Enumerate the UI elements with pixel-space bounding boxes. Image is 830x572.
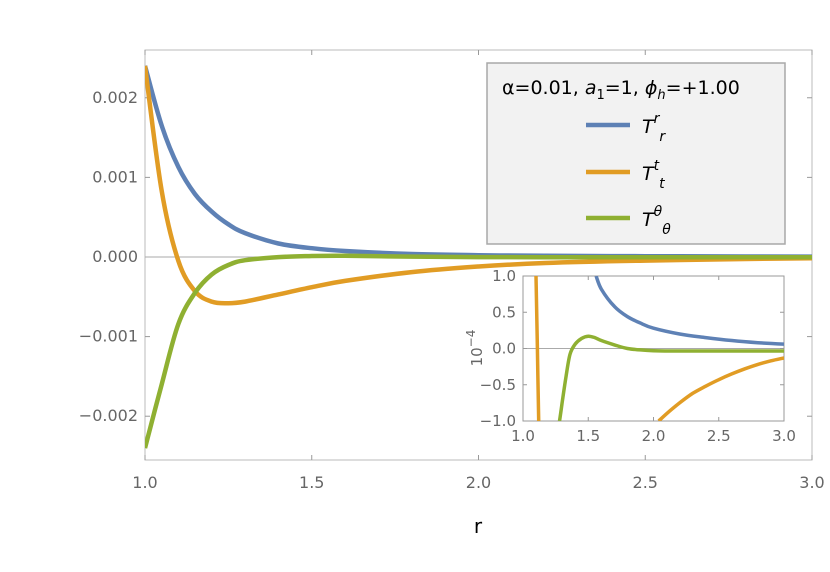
series-line-t-t-t-steep-branch	[534, 276, 541, 421]
x-tick-label: 2.5	[633, 473, 658, 492]
y-tick-label: −0.001	[79, 327, 138, 346]
x-tick-label: 2.0	[642, 427, 666, 445]
inset-series-group	[534, 276, 784, 421]
legend-label-t-t-t: Ttt	[642, 158, 665, 192]
series-line-t-r-r	[594, 276, 784, 346]
x-tick-label: 2.0	[466, 473, 491, 492]
series-line-t-t-t	[145, 65, 812, 306]
legend-label-t-r-r: Trr	[642, 111, 666, 145]
main-series-group	[145, 65, 812, 449]
legend-label-t: Tθθ	[642, 204, 671, 238]
x-tick-label: 2.5	[707, 427, 731, 445]
y-tick-label: 0.001	[92, 167, 138, 186]
y-tick-label: −0.5	[480, 376, 516, 394]
series-line-t-t-t	[657, 356, 784, 421]
series-line-t	[145, 253, 812, 449]
legend-box	[486, 62, 786, 245]
series-line-t	[557, 334, 784, 421]
inset-axis-ticks: 1.0 1.5 2.0 2.5 3.0 1.0 0.5 0.0 −0.5 −1.0	[480, 267, 796, 445]
x-tick-label: 1.0	[132, 473, 157, 492]
x-tick-label: 3.0	[799, 473, 824, 492]
y-tick-label: 0.0	[492, 340, 516, 358]
legend-header: α=0.01, a1=1, ϕh=+1.00	[502, 77, 740, 103]
y-tick-label: 0.5	[492, 303, 516, 321]
x-tick-label: 1.5	[576, 427, 600, 445]
inset-chart: 1.0 1.5 2.0 2.5 3.0 1.0 0.5 0.0 −0.5 −1.0 10−4	[464, 267, 796, 445]
y-tick-label: 0.002	[92, 88, 138, 107]
y-tick-label: −0.002	[79, 406, 138, 425]
x-tick-label: 1.0	[511, 427, 535, 445]
x-tick-label: 1.5	[299, 473, 324, 492]
x-tick-label: 3.0	[772, 427, 796, 445]
inset-y-axis-title: 10−4	[464, 330, 486, 367]
y-tick-label: 0.000	[92, 247, 138, 266]
legend-entries: Trr Ttt Tθθ	[586, 111, 671, 238]
y-tick-label: 1.0	[492, 267, 516, 285]
main-axis-ticks: 1.0 1.5 2.0 2.5 3.0 0.002 0.001 0.000 −0.001 −0.0…	[79, 50, 825, 492]
x-axis-title: r	[474, 514, 483, 538]
y-tick-label: −1.0	[480, 412, 516, 430]
legend: α=0.01, a1=1, ϕh=+1.00 Trr Ttt Tθθ	[486, 62, 786, 245]
